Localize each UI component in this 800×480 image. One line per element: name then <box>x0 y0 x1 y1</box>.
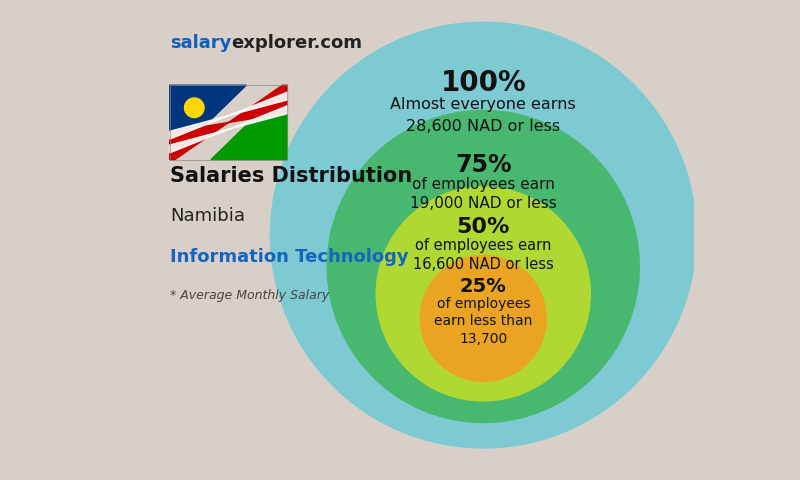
Text: 25%: 25% <box>460 276 506 296</box>
Text: Namibia: Namibia <box>170 206 245 225</box>
Text: of employees earn: of employees earn <box>415 239 551 253</box>
Polygon shape <box>170 92 287 139</box>
Polygon shape <box>170 85 287 160</box>
Polygon shape <box>211 85 287 160</box>
Text: salary: salary <box>170 34 231 52</box>
Text: 16,600 NAD or less: 16,600 NAD or less <box>413 257 554 272</box>
Text: 13,700: 13,700 <box>459 332 507 346</box>
Text: 28,600 NAD or less: 28,600 NAD or less <box>406 119 560 134</box>
Text: Salaries Distribution: Salaries Distribution <box>170 167 412 186</box>
Text: Almost everyone earns: Almost everyone earns <box>390 97 576 112</box>
Text: 19,000 NAD or less: 19,000 NAD or less <box>410 196 557 211</box>
Text: earn less than: earn less than <box>434 314 533 328</box>
Circle shape <box>326 110 640 423</box>
Polygon shape <box>170 106 287 153</box>
Circle shape <box>375 186 591 402</box>
Text: * Average Monthly Salary: * Average Monthly Salary <box>170 289 329 302</box>
Text: of employees earn: of employees earn <box>412 177 554 192</box>
Circle shape <box>185 98 204 118</box>
Text: 100%: 100% <box>440 69 526 97</box>
Circle shape <box>270 22 697 449</box>
Circle shape <box>419 255 547 382</box>
Text: 50%: 50% <box>457 217 510 237</box>
Text: Information Technology: Information Technology <box>170 248 409 265</box>
Polygon shape <box>170 85 246 160</box>
Text: explorer.com: explorer.com <box>231 34 362 52</box>
Text: 75%: 75% <box>455 153 511 177</box>
Text: of employees: of employees <box>437 297 530 311</box>
